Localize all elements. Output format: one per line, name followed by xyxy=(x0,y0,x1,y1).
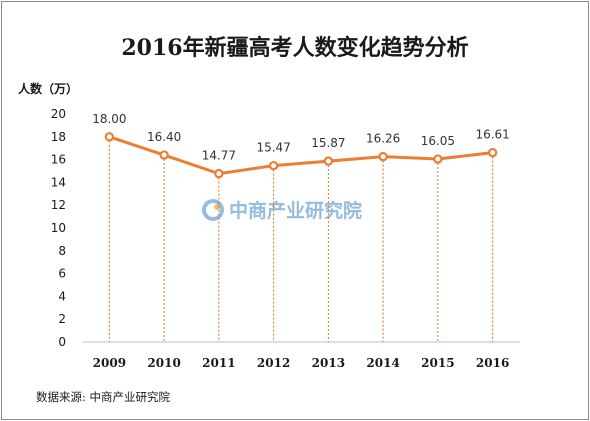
y-tick-label: 10 xyxy=(51,221,66,235)
data-point xyxy=(433,154,443,164)
source-note: 数据来源: 中商产业研究院 xyxy=(36,390,171,404)
x-axis-ticks: 2009 2010 2011 2012 2013 2014 2015 2016 xyxy=(93,356,510,370)
data-point xyxy=(268,160,279,171)
y-tick-label: 2 xyxy=(58,312,66,326)
data-label: 18.00 xyxy=(92,112,126,126)
data-label: 15.47 xyxy=(256,141,290,155)
x-tick-label: 2015 xyxy=(421,356,454,370)
y-tick-label: 6 xyxy=(58,267,66,281)
data-label: 15.87 xyxy=(311,136,345,150)
y-axis-label: 人数（万） xyxy=(18,82,79,96)
y-axis-ticks: 0 2 4 6 8 10 12 14 16 18 20 xyxy=(51,107,66,349)
data-labels: 18.00 16.40 14.77 15.47 15.87 16.26 16.05 16.61 xyxy=(92,112,510,163)
watermark-logo-icon xyxy=(202,199,224,221)
data-label: 16.40 xyxy=(147,130,181,144)
watermark-text: 中商产业研究院 xyxy=(229,199,362,222)
series-line xyxy=(104,132,498,179)
data-label: 14.77 xyxy=(202,149,236,163)
y-tick-label: 20 xyxy=(51,107,66,121)
x-tick-label: 2011 xyxy=(202,356,235,370)
x-tick-label: 2012 xyxy=(257,356,290,370)
x-tick-label: 2009 xyxy=(93,356,126,370)
watermark: 中商产业研究院 xyxy=(202,199,362,222)
x-tick-label: 2010 xyxy=(147,356,180,370)
data-point xyxy=(104,132,115,142)
y-tick-label: 14 xyxy=(51,175,66,189)
x-tick-label: 2014 xyxy=(366,356,399,370)
data-label: 16.05 xyxy=(421,134,455,148)
data-label: 16.26 xyxy=(366,132,400,146)
y-tick-label: 12 xyxy=(51,198,66,212)
data-label: 16.61 xyxy=(475,128,509,142)
data-point xyxy=(214,168,224,179)
y-tick-label: 16 xyxy=(51,153,66,167)
x-tick-label: 2013 xyxy=(312,356,345,370)
watermark-logo-dot-icon xyxy=(214,204,220,210)
y-tick-label: 8 xyxy=(58,244,66,258)
y-tick-label: 18 xyxy=(51,130,66,144)
data-point xyxy=(159,150,169,160)
drop-lines xyxy=(108,136,494,342)
series-polyline xyxy=(108,135,493,176)
data-point xyxy=(323,156,334,166)
chart-title: 2016年新疆高考人数变化趋势分析 xyxy=(121,35,469,61)
data-point xyxy=(378,151,388,162)
x-tick-label: 2016 xyxy=(476,356,509,370)
y-tick-label: 0 xyxy=(58,335,66,349)
y-tick-label: 4 xyxy=(58,289,66,303)
data-point xyxy=(487,147,498,158)
